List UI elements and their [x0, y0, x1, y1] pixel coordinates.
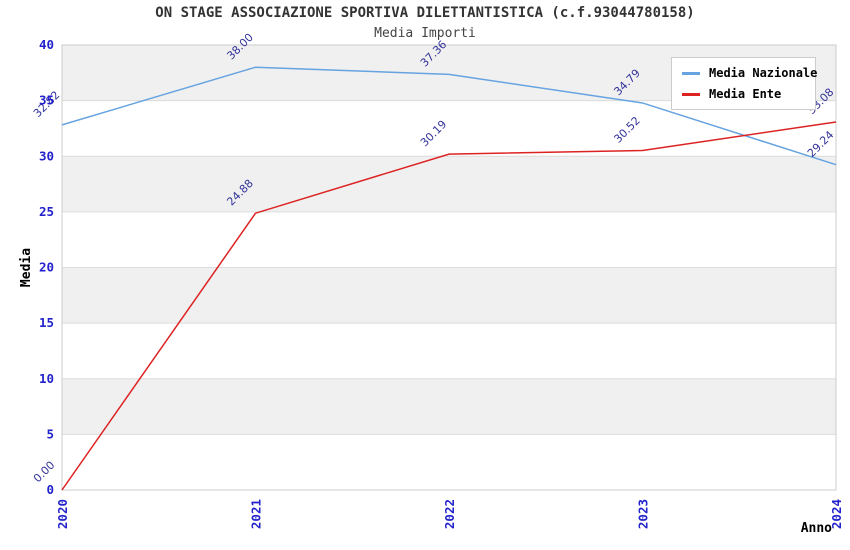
- plot-band: [62, 156, 836, 212]
- series-line-ente: [61, 121, 837, 491]
- y-tick-label: 0: [46, 482, 54, 497]
- y-tick-label: 20: [39, 260, 54, 275]
- plot-band: [62, 267, 836, 324]
- plot-band: [62, 434, 836, 490]
- plot-border: [61, 44, 837, 491]
- legend-line-swatch-ente: [682, 92, 700, 96]
- x-tick-label: 2024: [829, 499, 844, 529]
- legend-label-media-ente: Media Ente: [709, 87, 782, 101]
- legend: Media Nazionale Media Ente: [671, 57, 817, 110]
- plot-band: [62, 211, 836, 268]
- x-tick-label: 2020: [55, 499, 70, 529]
- chart-subtitle: Media Importi: [374, 26, 476, 41]
- plot-band: [62, 323, 836, 379]
- x-tick-label: 2023: [636, 499, 651, 529]
- legend-item-media-nazionale: Media Nazionale: [682, 65, 817, 81]
- y-tick-label: 35: [39, 93, 54, 108]
- y-tick-label: 15: [39, 315, 54, 330]
- y-axis-title: Media: [19, 248, 34, 287]
- y-tick-label: 10: [39, 371, 54, 386]
- legend-label-media-nazionale: Media Nazionale: [709, 66, 818, 80]
- x-axis-title: Anno: [801, 521, 832, 536]
- y-tick-label: 5: [46, 426, 54, 441]
- y-tick-label: 40: [39, 37, 54, 52]
- x-tick-label: 2022: [442, 499, 457, 529]
- legend-line-swatch-nazionale: [682, 71, 700, 75]
- plot-band: [62, 378, 836, 435]
- legend-item-media-ente: Media Ente: [682, 86, 810, 102]
- series-line-nazionale: [61, 66, 837, 166]
- chart-title: ON STAGE ASSOCIAZIONE SPORTIVA DILETTANT…: [155, 5, 695, 21]
- x-tick-label: 2021: [249, 499, 264, 529]
- y-tick-label: 25: [39, 204, 54, 219]
- y-tick-label: 30: [39, 148, 54, 163]
